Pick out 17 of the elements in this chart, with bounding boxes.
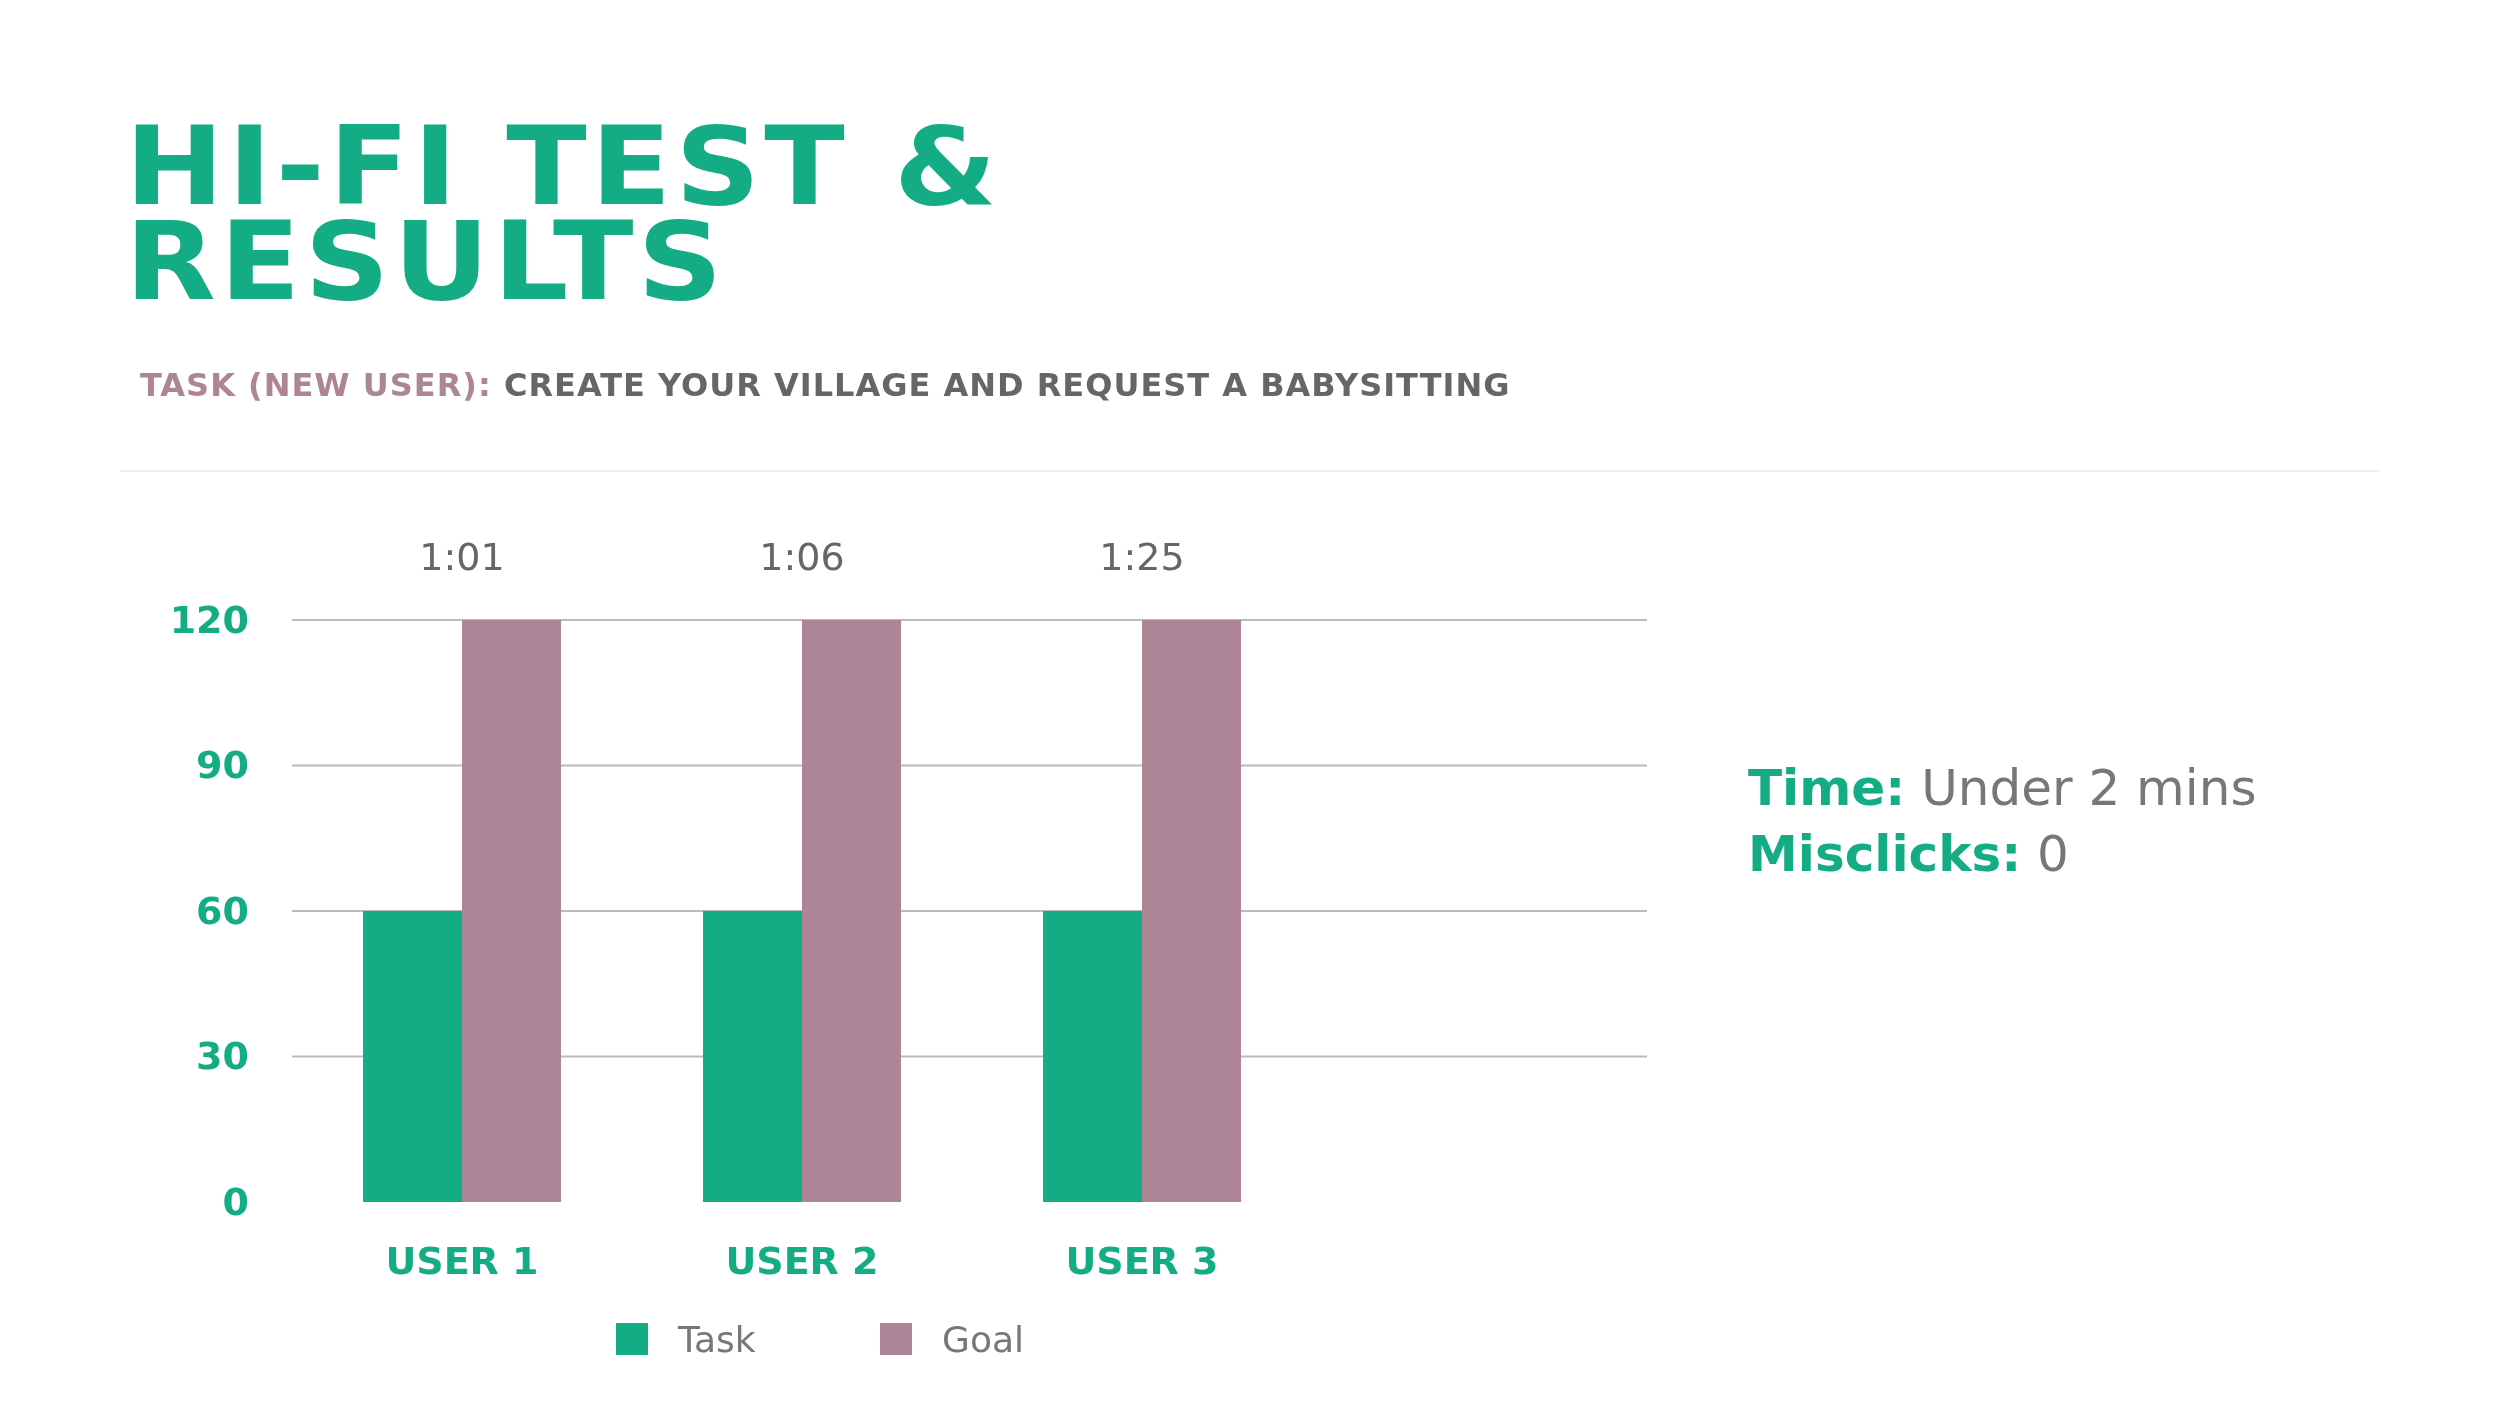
annotation: 1:06 — [759, 535, 845, 579]
legend-label: Goal — [942, 1319, 1024, 1360]
text: Time: Under 2 mins — [1748, 759, 2257, 817]
annotation: 1:01 — [419, 535, 505, 579]
chart-subtitle: TASK (NEW USER): CREATE YOUR VILLAGE AND REQUEST A BABYSITTING — [140, 366, 1511, 404]
y-tick-label: 120 — [169, 597, 249, 642]
x-tick-label: USER 1 — [385, 1238, 539, 1283]
legend-label: Task — [677, 1319, 756, 1360]
chart-title: HI-FI TEST & RESULTS — [125, 102, 1002, 325]
x-tick-label: USER 3 — [1065, 1238, 1219, 1283]
y-tick-label: 60 — [196, 888, 249, 933]
x-tick-label: USER 2 — [725, 1238, 879, 1283]
text: Misclicks: 0 — [1748, 825, 2069, 883]
y-tick-label: 90 — [196, 743, 249, 788]
y-tick-label: 30 — [196, 1034, 249, 1079]
annotation: 1:25 — [1099, 535, 1185, 579]
y-tick-label: 0 — [222, 1179, 249, 1224]
